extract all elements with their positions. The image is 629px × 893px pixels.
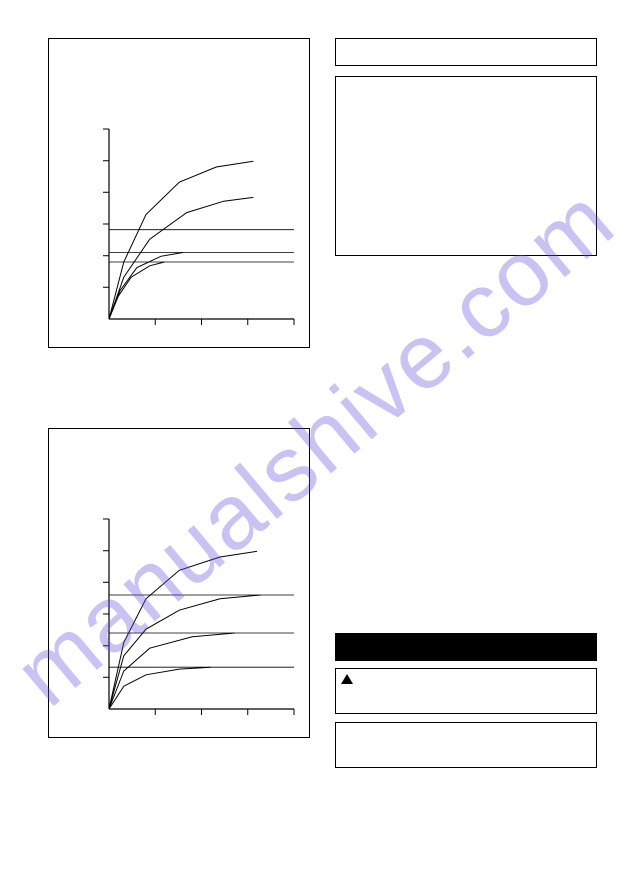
top-chart-frame — [48, 38, 310, 348]
warning-triangle-icon — [341, 674, 353, 684]
section-header-bar — [335, 633, 597, 661]
top-chart-svg — [49, 39, 311, 349]
right-small-box — [335, 38, 597, 66]
right-large-box — [335, 76, 597, 256]
info-box — [335, 722, 597, 768]
bottom-chart-frame — [48, 428, 310, 738]
warning-box — [335, 668, 597, 714]
bottom-chart-svg — [49, 429, 311, 739]
